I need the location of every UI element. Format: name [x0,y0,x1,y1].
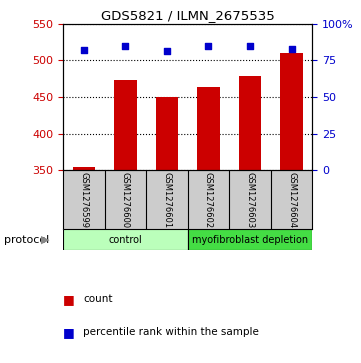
Bar [73,167,95,170]
Text: GSM1276599: GSM1276599 [79,172,88,228]
Text: control: control [109,235,142,245]
Point [164,49,170,54]
Text: GSM1276600: GSM1276600 [121,172,130,228]
Title: GDS5821 / ILMN_2675535: GDS5821 / ILMN_2675535 [101,9,275,23]
Text: GSM1276604: GSM1276604 [287,172,296,228]
Point [205,43,211,49]
Text: ■: ■ [63,326,75,339]
Text: protocol: protocol [4,235,49,245]
Bar [156,97,178,170]
Point [122,43,129,49]
Text: GSM1276601: GSM1276601 [162,172,171,228]
Bar [188,229,312,250]
Bar [239,77,261,170]
Bar [114,80,137,170]
Text: count: count [83,294,113,305]
Text: ▶: ▶ [41,235,49,245]
Bar [63,229,188,250]
Point [288,46,294,52]
Text: GSM1276602: GSM1276602 [204,172,213,228]
Bar [280,53,303,170]
Text: GSM1276603: GSM1276603 [245,172,255,228]
Point [247,43,253,49]
Text: myofibroblast depletion: myofibroblast depletion [192,235,308,245]
Text: percentile rank within the sample: percentile rank within the sample [83,327,259,337]
Point [81,47,87,53]
Text: ■: ■ [63,293,75,306]
Bar [197,87,220,170]
